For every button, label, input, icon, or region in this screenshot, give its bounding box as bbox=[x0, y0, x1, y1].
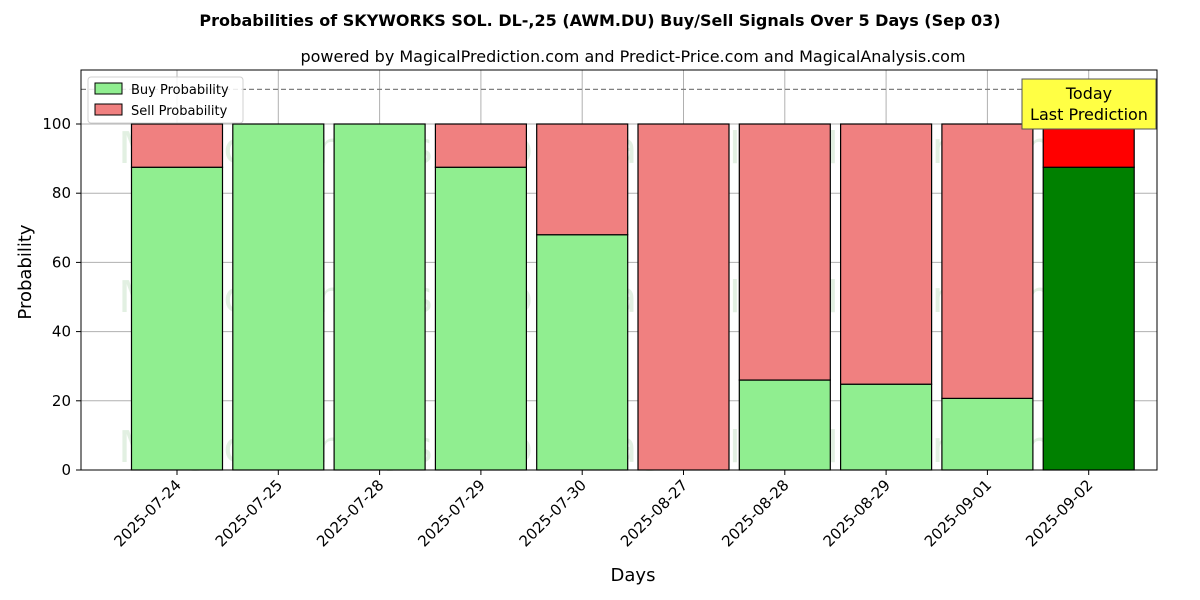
today-label: Today bbox=[1065, 84, 1112, 103]
y-tick-label: 60 bbox=[52, 253, 71, 271]
x-tick-label: 2025-07-25 bbox=[212, 476, 286, 550]
today-annotation-box bbox=[1021, 78, 1157, 130]
sell-bar bbox=[536, 123, 629, 236]
x-tick-label: 2025-09-01 bbox=[921, 476, 995, 550]
x-axis-label: Days bbox=[611, 565, 656, 586]
sell-bar bbox=[738, 123, 831, 381]
legend-sell-swatch bbox=[94, 103, 123, 116]
buy-bar bbox=[333, 123, 426, 471]
last-prediction-label: Last Prediction bbox=[1030, 105, 1148, 124]
x-tick-label: 2025-07-28 bbox=[313, 476, 387, 550]
sell-bar bbox=[130, 123, 224, 168]
legend-sell-label: Sell Probability bbox=[131, 104, 228, 119]
sell-bar bbox=[941, 123, 1034, 399]
legend-buy-swatch bbox=[94, 82, 123, 95]
sell-bar bbox=[434, 123, 527, 168]
buy-bar bbox=[130, 166, 224, 471]
buy-bar bbox=[738, 379, 831, 471]
x-tick-label: 2025-08-29 bbox=[820, 476, 894, 550]
legend-buy-label: Buy Probability bbox=[131, 83, 229, 98]
legend-box bbox=[87, 76, 244, 124]
y-tick-label: 40 bbox=[52, 323, 71, 341]
sell-bar bbox=[1042, 123, 1135, 168]
x-axis-ticks: 2025-07-24 2025-07-25 2025-07-28 2025-07-29… bbox=[110, 470, 1097, 550]
chart-subtitle: powered by MagicalPrediction.com and Pre… bbox=[300, 47, 965, 66]
y-tick-label: 20 bbox=[52, 392, 71, 410]
x-tick-label: 2025-08-27 bbox=[617, 476, 691, 550]
buy-bar bbox=[536, 234, 629, 471]
y-tick-label: 100 bbox=[42, 115, 71, 133]
y-axis-label: Probability bbox=[15, 224, 36, 319]
buy-bar bbox=[434, 166, 527, 471]
y-tick-label: 0 bbox=[61, 461, 71, 479]
sell-bar bbox=[637, 123, 730, 471]
y-tick-label: 80 bbox=[52, 184, 71, 202]
x-tick-label: 2025-08-28 bbox=[718, 476, 792, 550]
x-tick-label: 2025-07-29 bbox=[414, 476, 488, 550]
chart-title: Probabilities of SKYWORKS SOL. DL-,25 (A… bbox=[199, 11, 1000, 30]
buy-bar bbox=[839, 383, 933, 471]
bars bbox=[130, 123, 1135, 471]
x-tick-label: 2025-09-02 bbox=[1022, 476, 1096, 550]
x-tick-label: 2025-07-24 bbox=[110, 476, 184, 550]
sell-bar bbox=[839, 123, 933, 385]
legend: Buy Probability Sell Probability bbox=[87, 76, 244, 124]
plot-frame bbox=[80, 69, 1158, 471]
buy-bar bbox=[232, 123, 325, 471]
today-annotation: Today Last Prediction bbox=[1021, 78, 1157, 130]
y-axis-ticks: 0 20 40 60 80 100 bbox=[42, 115, 81, 479]
buy-bar bbox=[1042, 166, 1135, 471]
x-tick-label: 2025-07-30 bbox=[516, 476, 590, 550]
buy-bar bbox=[941, 397, 1034, 471]
